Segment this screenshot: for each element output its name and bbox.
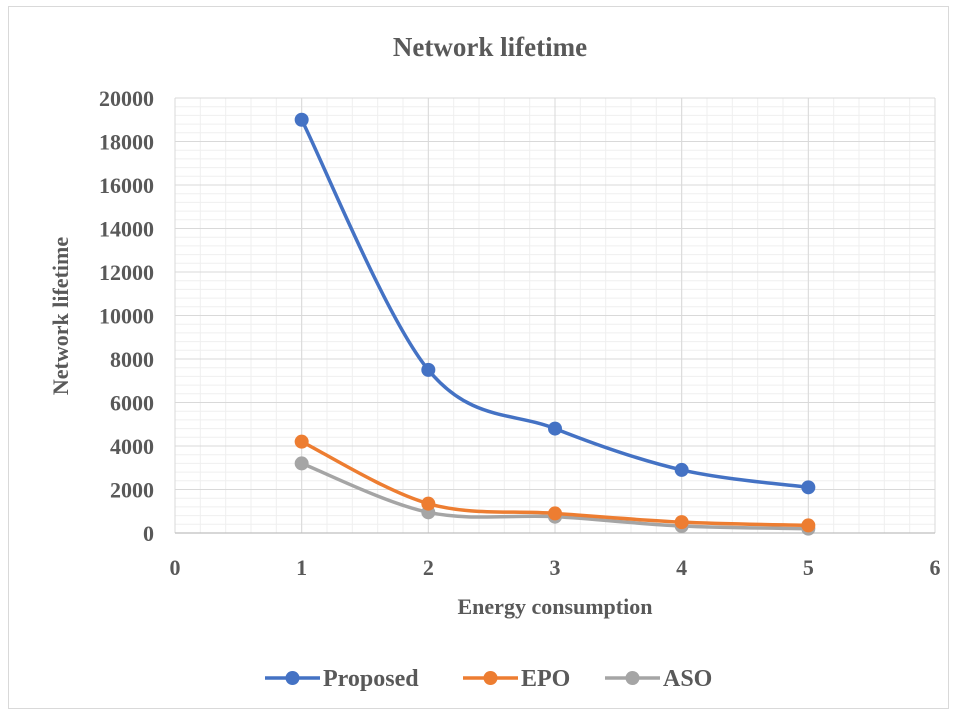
x-tick-label: 6 [930, 555, 941, 580]
data-point-proposed [548, 421, 562, 436]
y-tick-label: 0 [143, 521, 154, 546]
y-tick-label: 2000 [110, 478, 154, 503]
data-point-proposed [294, 112, 309, 127]
y-tick-label: 14000 [99, 217, 154, 242]
legend-marker-proposed [285, 671, 300, 685]
x-tick-label: 0 [170, 555, 181, 580]
legend-item-proposed: Proposed [265, 666, 419, 692]
data-point-epo [801, 518, 816, 533]
y-tick-label: 16000 [99, 173, 154, 198]
y-tick-label: 6000 [110, 391, 154, 416]
legend-marker-epo [483, 671, 498, 685]
plot-axes: 0 1 2 3 4 5 6 0 2000 4000 6000 8000 10000 12000 14000 1… [99, 86, 941, 580]
data-point-epo [548, 506, 562, 521]
legend-label-proposed: Proposed [323, 666, 419, 692]
series-layer [294, 112, 816, 536]
y-tick-label: 4000 [110, 434, 154, 459]
legend-label-aso: ASO [663, 666, 712, 692]
x-axis-title: Energy consumption [458, 594, 653, 619]
y-tick-label: 8000 [110, 347, 154, 372]
y-tick-label: 12000 [99, 260, 154, 285]
x-tick-label: 3 [550, 555, 561, 580]
series-epo [294, 434, 816, 533]
x-tick-label: 2 [423, 555, 434, 580]
data-point-proposed [674, 462, 689, 477]
legend-marker-aso [625, 671, 640, 685]
x-tick-label: 4 [676, 555, 687, 580]
legend-label-epo: EPO [521, 666, 570, 692]
legend-item-aso: ASO [605, 666, 712, 692]
chart-title: Network lifetime [393, 32, 587, 62]
x-tick-label: 1 [296, 555, 307, 580]
legend-item-epo: EPO [463, 666, 570, 692]
y-tick-label: 20000 [99, 86, 154, 111]
y-tick-label: 18000 [99, 130, 154, 155]
data-point-aso [294, 456, 309, 471]
legend: Proposed EPO ASO [265, 666, 712, 692]
data-point-proposed [421, 362, 436, 377]
series-line-proposed [299, 118, 811, 490]
data-point-epo [674, 515, 689, 530]
plot-grid [174, 97, 936, 534]
data-point-proposed [801, 480, 816, 495]
data-point-epo [421, 496, 436, 511]
series-proposed [294, 112, 816, 495]
y-axis-title: Network lifetime [48, 237, 73, 395]
x-tick-label: 5 [803, 555, 814, 580]
data-point-epo [294, 434, 309, 449]
y-tick-label: 10000 [99, 304, 154, 329]
